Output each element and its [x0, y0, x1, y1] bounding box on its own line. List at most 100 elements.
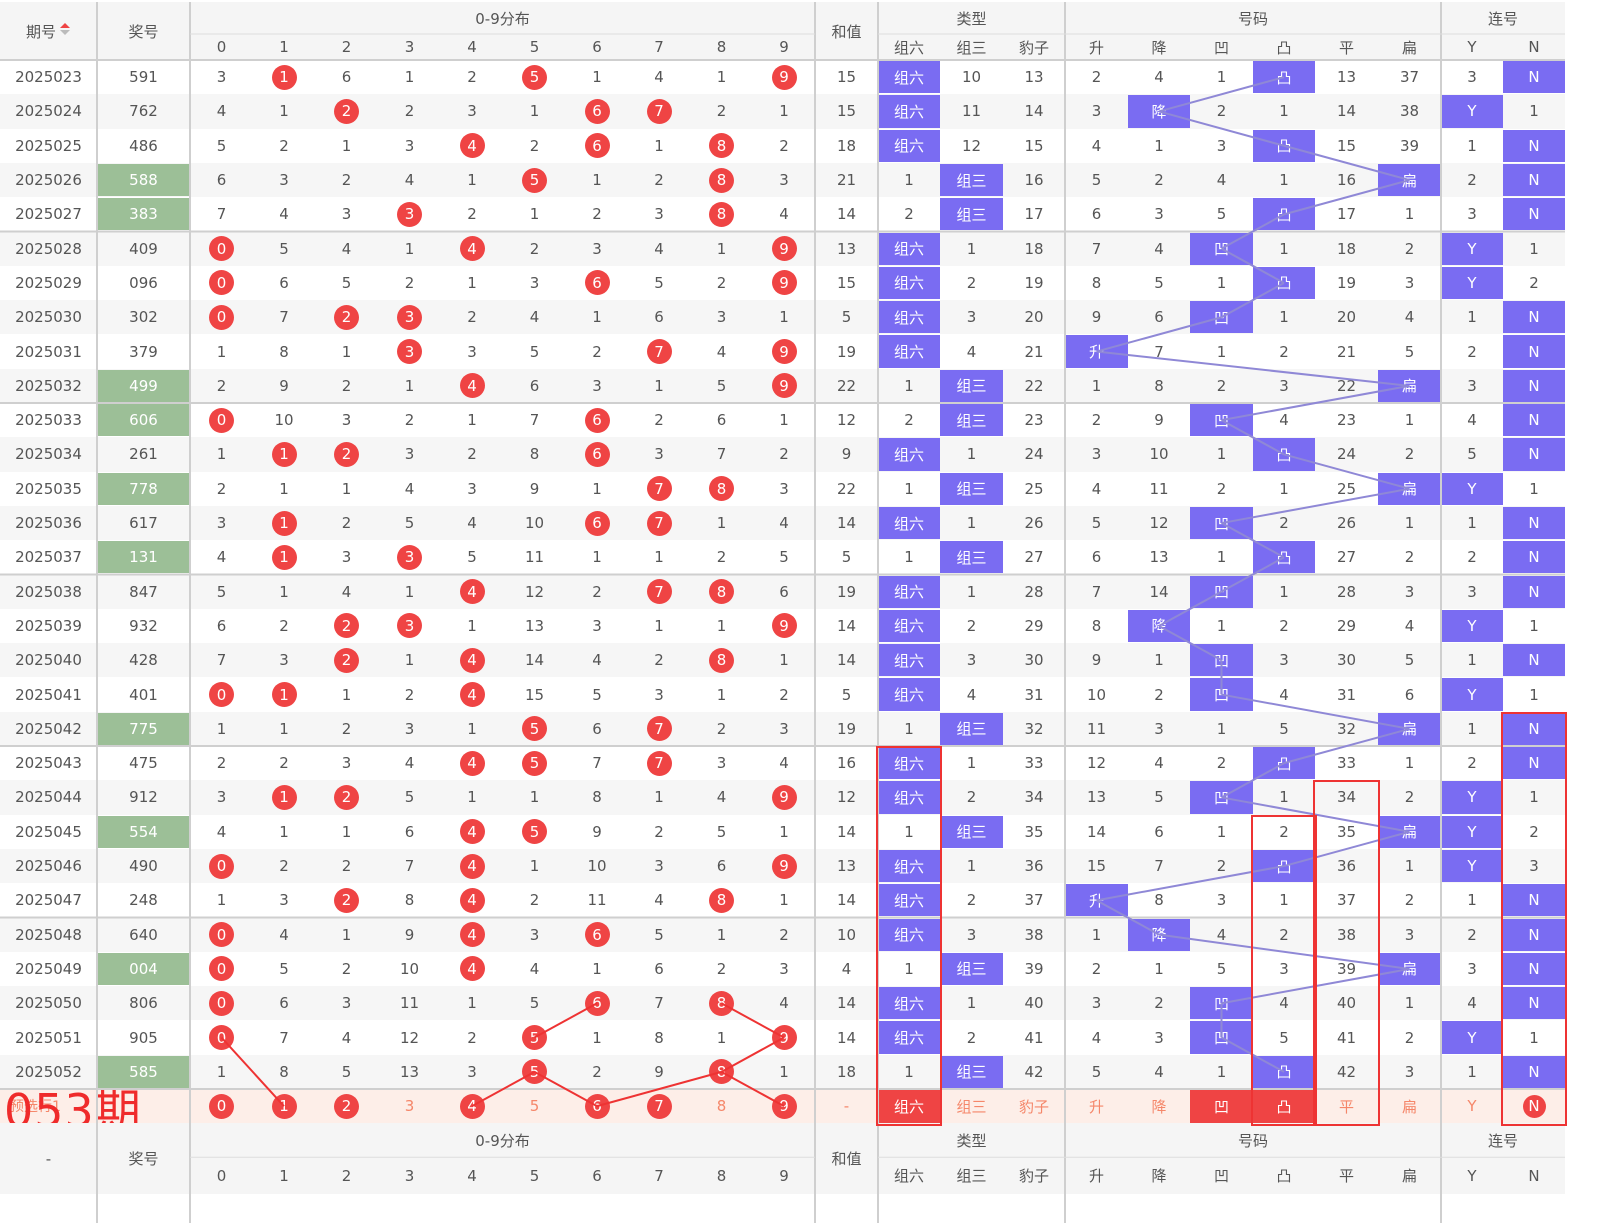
hit-ball: 2: [334, 784, 359, 810]
type-cell-1: 组三: [940, 369, 1003, 402]
prize-number: 778: [98, 472, 189, 505]
pred-type-2[interactable]: 豹子: [1018, 1097, 1049, 1116]
pred-digit-9[interactable]: 9: [753, 1089, 815, 1123]
digit-header-1: 1: [279, 1166, 289, 1185]
digit-cell-4: 5: [467, 548, 477, 567]
digit-cell-3: 2: [404, 273, 415, 292]
code-cell-3: 凸: [1253, 1055, 1315, 1088]
prize-header: 奖号: [128, 1150, 159, 1169]
digit-cell-2: 4: [341, 239, 352, 258]
code-cell-4: 38: [1336, 925, 1357, 944]
type-cell-1: 组三: [940, 163, 1003, 197]
pred-type-1[interactable]: 组三: [956, 1097, 987, 1116]
pred-ball[interactable]: 9: [771, 1093, 797, 1119]
code-cell-2: 凹: [1190, 678, 1253, 711]
pred-code-2[interactable]: 凹: [1190, 1089, 1253, 1124]
type-cell-0: 2: [904, 411, 914, 430]
pred-code-3[interactable]: 凸: [1253, 1089, 1315, 1124]
pred-ball[interactable]: 6: [584, 1093, 610, 1119]
code-cell-1: 7: [1154, 857, 1164, 876]
digit-cell-7: 7: [628, 575, 690, 609]
pred-code-0[interactable]: 升: [1088, 1097, 1104, 1116]
pred-digit-7[interactable]: 7: [628, 1089, 690, 1123]
period-cell: 2025049: [15, 959, 82, 978]
type-cell-2: 33: [1024, 754, 1044, 773]
pred-code-1[interactable]: 降: [1151, 1097, 1167, 1116]
type-cell-1: 1: [966, 582, 977, 601]
pred-ball[interactable]: 0: [209, 1093, 234, 1119]
type-cell-0: 1: [904, 1062, 914, 1081]
pred-digit-1[interactable]: 1: [253, 1089, 315, 1123]
hit-ball: 2: [334, 613, 359, 639]
hit-ball: 0: [209, 990, 234, 1016]
digit-cell-0: 1: [216, 891, 227, 910]
digit-cell-9: 1: [779, 102, 789, 121]
pred-digit-4[interactable]: 4: [441, 1089, 503, 1123]
code-cell-5: 扁: [1378, 369, 1441, 402]
code-cell-3: 1: [1279, 102, 1289, 121]
lian-cell-0: 1: [1467, 308, 1477, 327]
digit-cell-8: 3: [716, 308, 727, 327]
digit-cell-2: 5: [341, 1062, 352, 1081]
code-cell-2: 2: [1216, 479, 1227, 498]
type-cell-2: 14: [1024, 102, 1044, 121]
digit-cell-5: 5: [503, 163, 566, 197]
pred-lian-0[interactable]: Y: [1467, 1097, 1477, 1116]
code-cell-1: 8: [1154, 891, 1164, 910]
digit-cell-4: 1: [467, 616, 477, 635]
type-cell-2: 30: [1024, 651, 1044, 670]
pred-lian-ball[interactable]: N: [1522, 1094, 1546, 1118]
code-cell-4: 41: [1336, 1028, 1357, 1047]
hit-ball: 2: [334, 98, 359, 124]
digit-cell-6: 6: [566, 94, 628, 128]
pred-code-4[interactable]: 平: [1338, 1097, 1354, 1116]
period-cell: 2025046: [15, 857, 82, 876]
digit-cell-2: 2: [341, 514, 352, 533]
hit-ball: 6: [584, 98, 610, 124]
pred-digit-6[interactable]: 6: [566, 1089, 628, 1123]
period-cell: 2025029: [15, 273, 82, 292]
digit-cell-5: 5: [503, 815, 566, 849]
pred-digit-2[interactable]: 2: [315, 1089, 378, 1123]
type-cell-2: 22: [1024, 376, 1044, 395]
code-cell-1: 5: [1154, 788, 1164, 807]
digit-cell-3: 10: [399, 959, 420, 978]
digit-cell-7: 3: [654, 857, 664, 876]
lian-cell-1: 1: [1529, 788, 1539, 807]
period-cell: 2025051: [15, 1028, 82, 1047]
digit-cell-6: 6: [566, 437, 628, 471]
pred-ball[interactable]: 4: [459, 1093, 485, 1119]
digit-cell-4: 2: [467, 308, 477, 327]
prize-number: 261: [129, 445, 158, 464]
hit-ball: 6: [584, 990, 610, 1016]
digit-cell-6: 5: [592, 685, 602, 704]
digit-cell-8: 6: [716, 411, 727, 430]
pred-code-5[interactable]: 扁: [1401, 1097, 1417, 1116]
hit-ball: 6: [584, 922, 610, 948]
pred-digit-0[interactable]: 0: [190, 1089, 253, 1123]
lian-col-header-1: N: [1528, 38, 1540, 56]
type-cell-2: 20: [1024, 308, 1044, 327]
digit-cell-4: 4: [441, 918, 503, 952]
type-cell-0: 组六: [878, 335, 940, 368]
pred-type-0[interactable]: 组六: [878, 1089, 940, 1124]
pred-lian-1[interactable]: N: [1503, 1089, 1565, 1123]
pred-ball[interactable]: 1: [271, 1093, 297, 1119]
sum-cell: 13: [836, 239, 857, 258]
code-col-header-5: 扁: [1401, 1167, 1417, 1186]
digit-cell-4: 3: [467, 102, 477, 121]
period-label[interactable]: 期号: [25, 22, 56, 41]
code-cell-4: 21: [1336, 342, 1357, 361]
digit-cell-9: 4: [779, 514, 789, 533]
pred-ball[interactable]: 7: [646, 1093, 672, 1119]
type-cell-1: 2: [966, 891, 977, 910]
digit-cell-6: 6: [592, 719, 602, 738]
pred-ball[interactable]: 2: [334, 1093, 359, 1119]
digit-cell-9: 9: [753, 60, 815, 94]
code-cell-3: 凸: [1253, 61, 1315, 94]
sort-arrows-icon[interactable]: [59, 21, 71, 41]
digit-cell-5: 7: [529, 411, 540, 430]
type-cell-2: 31: [1024, 685, 1044, 704]
lian-header: 连号: [1487, 9, 1518, 28]
code-cell-5: 扁: [1378, 712, 1441, 745]
